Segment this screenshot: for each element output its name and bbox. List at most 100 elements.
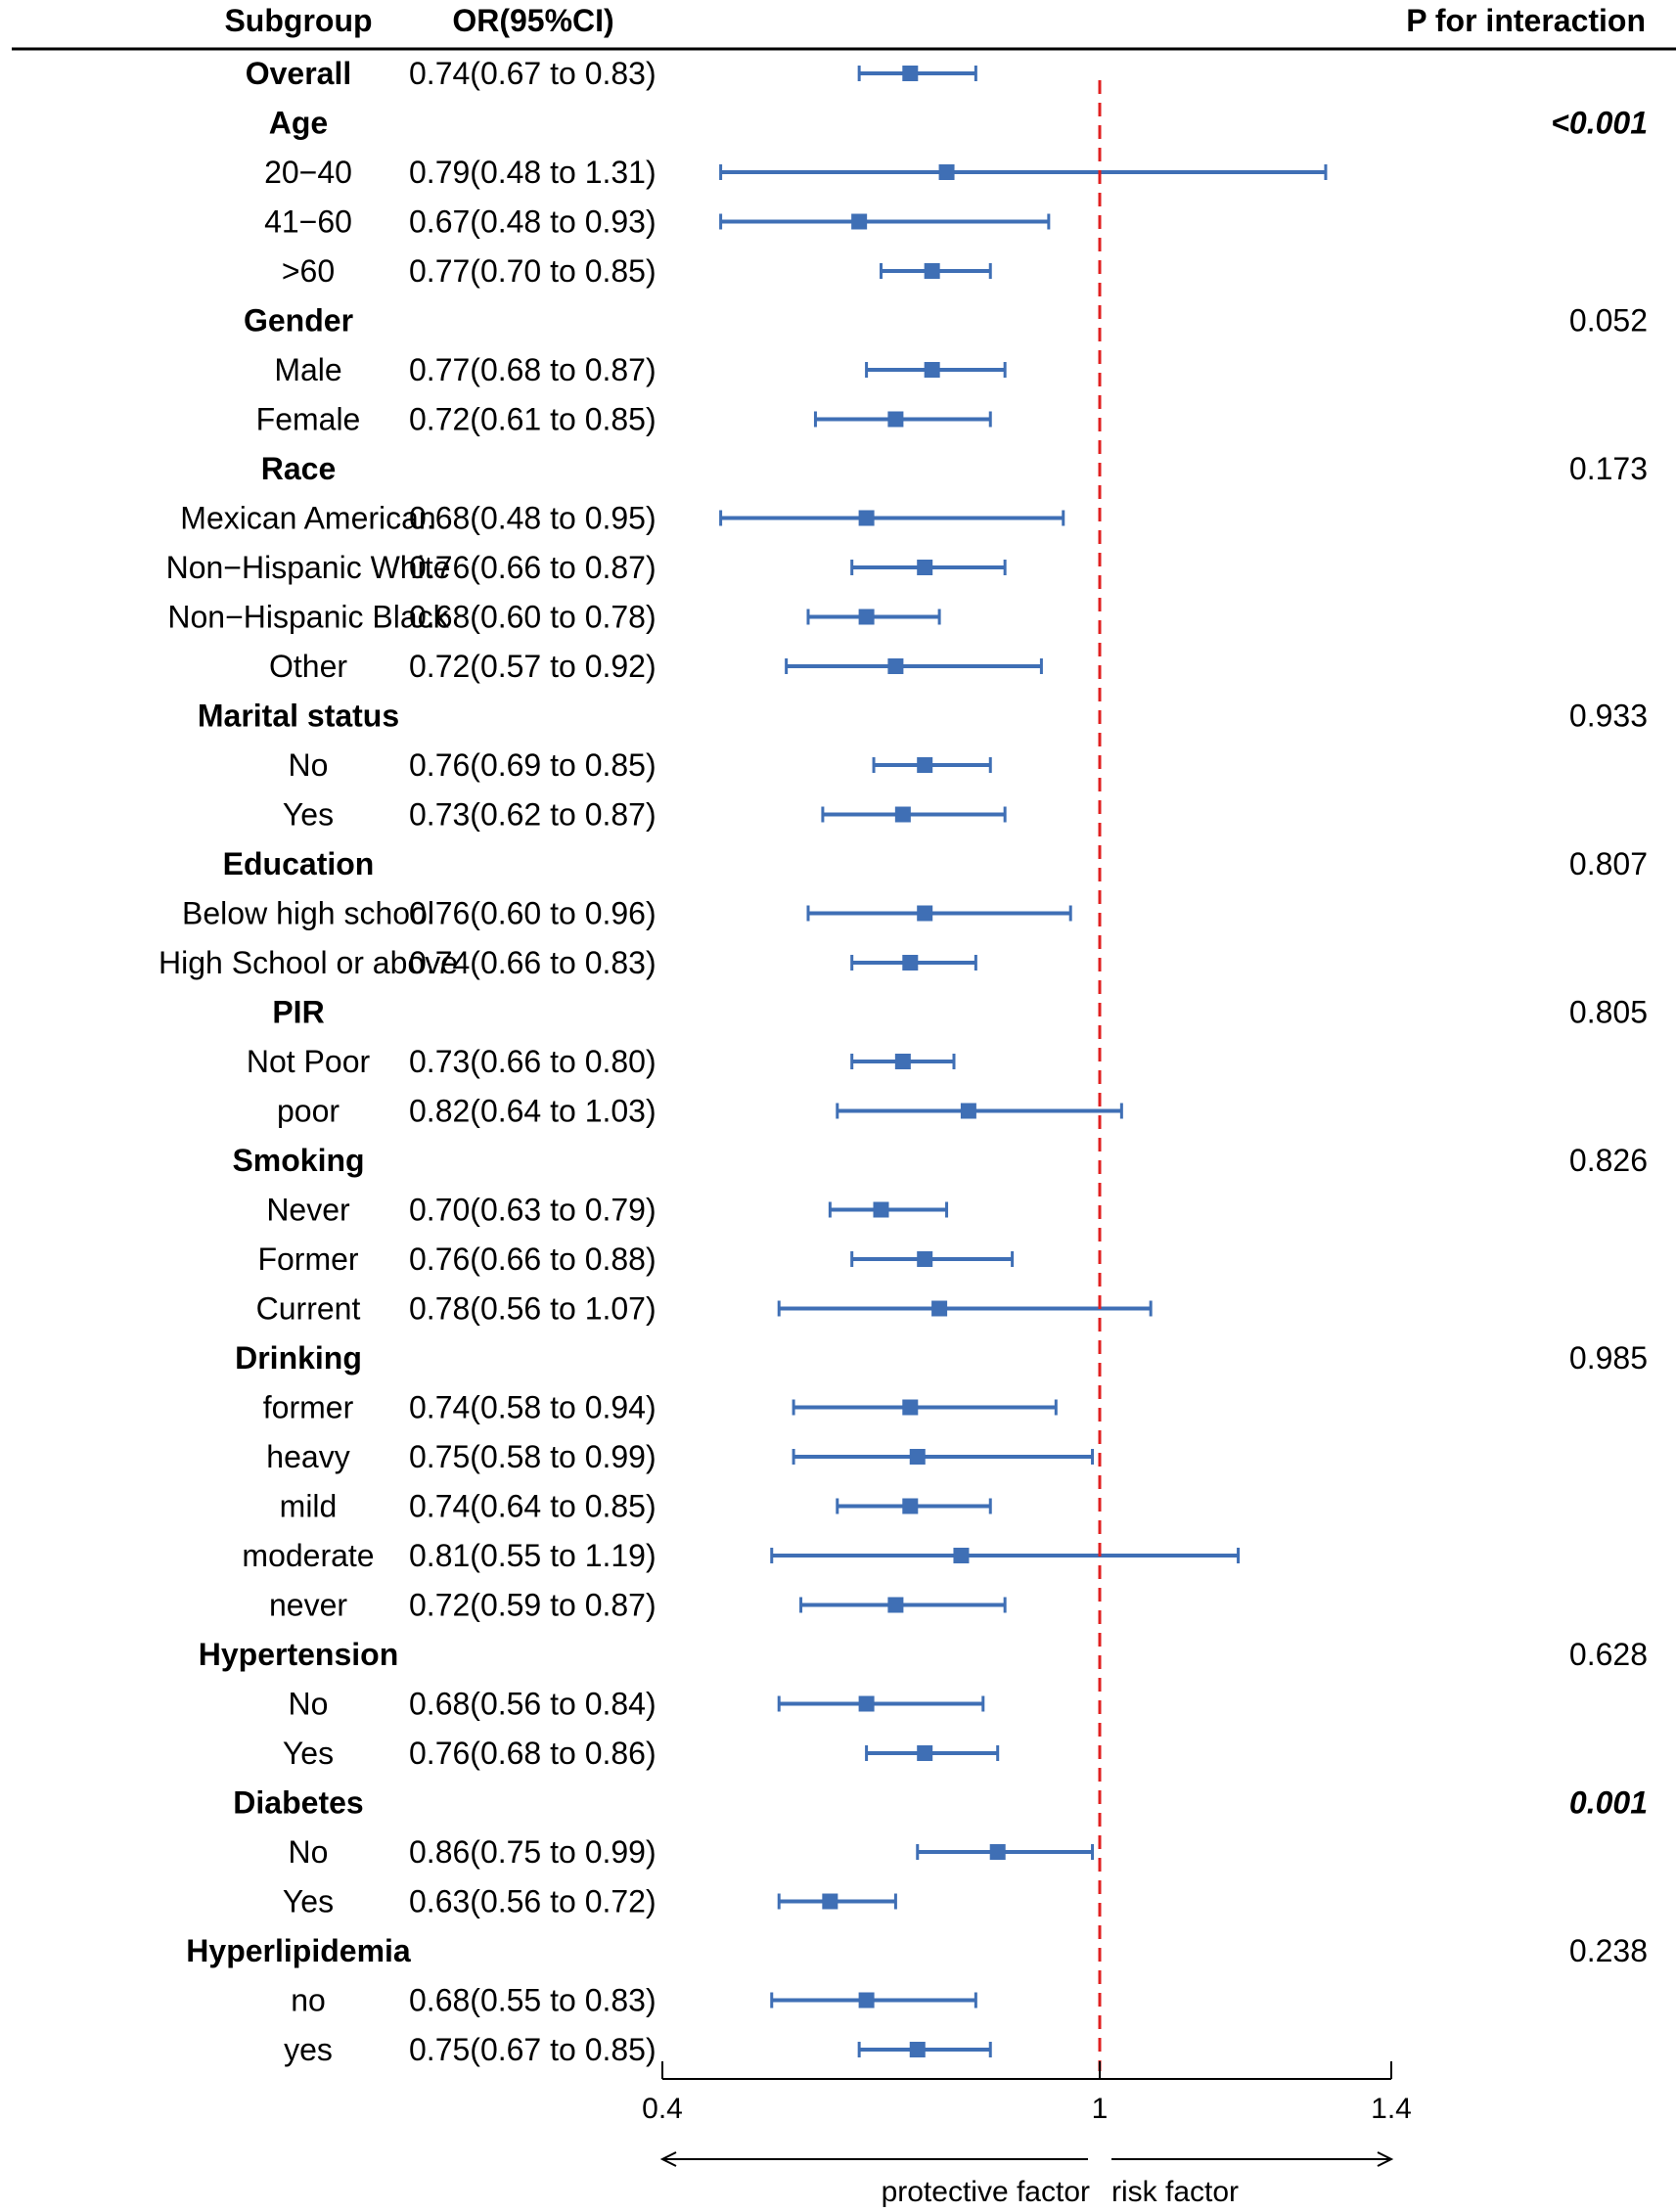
point-estimate — [917, 1251, 933, 1267]
group-row: Smoking 0.826 — [232, 1143, 1648, 1178]
point-estimate — [887, 1597, 904, 1613]
or-ci-text: 0.72(0.57 to 0.92) — [409, 649, 657, 684]
subgroup-row: No 0.76(0.69 to 0.85) — [289, 747, 992, 783]
subgroup-row: no 0.68(0.55 to 0.83) — [291, 1983, 977, 2018]
direction-indicator: protective factor risk factor — [659, 2151, 1394, 2208]
subgroup-label: moderate — [242, 1538, 374, 1573]
group-label: Gender — [244, 303, 353, 339]
x-tick-label: 1.4 — [1371, 2093, 1412, 2125]
header-subgroup: Subgroup — [224, 3, 372, 38]
subgroup-label: 20−40 — [264, 155, 352, 190]
group-row: Diabetes 0.001 — [233, 1785, 1648, 1821]
subgroup-label: Yes — [283, 797, 334, 833]
subgroup-label: Current — [256, 1291, 361, 1327]
point-estimate — [873, 1201, 889, 1218]
subgroup-label: heavy — [266, 1439, 349, 1474]
p-interaction-value: 0.985 — [1569, 1340, 1648, 1376]
or-ci-text: 0.68(0.55 to 0.83) — [409, 1983, 657, 2018]
or-ci-text: 0.75(0.67 to 0.85) — [409, 2032, 657, 2067]
point-estimate — [902, 955, 919, 971]
point-estimate — [858, 1695, 875, 1712]
subgroup-row: Yes 0.76(0.68 to 0.86) — [283, 1736, 1000, 1771]
or-ci-text: 0.68(0.56 to 0.84) — [409, 1687, 657, 1722]
point-estimate — [894, 1054, 911, 1069]
subgroup-row: yes 0.75(0.67 to 0.85) — [284, 2032, 992, 2067]
or-ci-text: 0.68(0.48 to 0.95) — [409, 501, 657, 536]
p-interaction-value: 0.238 — [1569, 1933, 1648, 1968]
subgroup-row: Current 0.78(0.56 to 1.07) — [256, 1291, 1153, 1327]
p-interaction-value: 0.628 — [1569, 1637, 1648, 1672]
subgroup-row: heavy 0.75(0.58 to 0.99) — [266, 1439, 1095, 1474]
or-ci-text: 0.72(0.61 to 0.85) — [409, 402, 657, 437]
subgroup-label: mild — [280, 1489, 338, 1524]
header-or-ci: OR(95%CI) — [452, 3, 613, 38]
group-row: Race 0.173 — [261, 451, 1648, 486]
subgroup-label: Female — [256, 402, 361, 437]
or-ci-text: 0.74(0.66 to 0.83) — [409, 945, 657, 980]
group-label: Smoking — [232, 1143, 364, 1178]
or-ci-text: 0.76(0.60 to 0.96) — [409, 896, 657, 931]
or-ci-text: 0.81(0.55 to 1.19) — [409, 1538, 657, 1573]
or-ci-text: 0.86(0.75 to 0.99) — [409, 1834, 657, 1870]
header-p-interaction: P for interaction — [1406, 3, 1646, 38]
point-estimate — [858, 510, 875, 526]
arrow-right-head — [1377, 2151, 1394, 2167]
subgroup-label: Other — [269, 649, 347, 684]
point-estimate — [917, 1745, 933, 1761]
or-ci-text: 0.74(0.67 to 0.83) — [409, 56, 657, 91]
group-row: Age <0.001 — [269, 106, 1648, 141]
x-tick-label: 0.4 — [642, 2093, 683, 2125]
group-label: PIR — [272, 995, 324, 1030]
group-label: Age — [269, 106, 328, 141]
point-estimate — [960, 1103, 976, 1119]
or-ci-text: 0.76(0.66 to 0.87) — [409, 550, 657, 585]
subgroup-label: Non−Hispanic White — [166, 550, 451, 585]
group-label: Hypertension — [199, 1637, 398, 1672]
subgroup-label: Non−Hispanic Black — [167, 600, 449, 635]
group-label: Hyperlipidemia — [186, 1933, 411, 1968]
or-ci-text: 0.82(0.64 to 1.03) — [409, 1094, 657, 1129]
point-estimate — [822, 1893, 838, 1910]
point-estimate — [902, 66, 919, 81]
group-row: Hyperlipidemia 0.238 — [186, 1933, 1648, 1968]
subgroup-label: Below high school — [182, 896, 434, 931]
point-estimate — [924, 263, 940, 279]
subgroup-row: Former 0.76(0.66 to 0.88) — [257, 1241, 1015, 1277]
p-interaction-value: 0.807 — [1569, 846, 1648, 881]
subgroup-row: Yes 0.63(0.56 to 0.72) — [283, 1884, 897, 1919]
or-ci-text: 0.67(0.48 to 0.93) — [409, 204, 657, 240]
subgroup-label: No — [289, 1834, 329, 1870]
or-ci-text: 0.76(0.68 to 0.86) — [409, 1736, 657, 1771]
subgroup-label: Never — [266, 1193, 350, 1228]
p-interaction-value: 0.001 — [1569, 1785, 1648, 1821]
p-interaction-value: 0.173 — [1569, 451, 1648, 486]
group-label: Overall — [246, 56, 352, 91]
point-estimate — [851, 213, 868, 230]
point-estimate — [887, 411, 904, 428]
point-estimate — [887, 658, 904, 674]
or-ci-text: 0.76(0.69 to 0.85) — [409, 747, 657, 783]
or-ci-text: 0.79(0.48 to 1.31) — [409, 155, 657, 190]
group-label: Marital status — [198, 699, 399, 734]
label-protective-factor: protective factor — [882, 2176, 1090, 2208]
subgroup-label: Yes — [283, 1884, 334, 1919]
p-interaction-value: 0.933 — [1569, 699, 1648, 734]
group-label: Race — [261, 451, 337, 486]
subgroup-row: No 0.86(0.75 to 0.99) — [289, 1834, 1095, 1870]
point-estimate — [902, 1399, 919, 1416]
group-label: Education — [223, 846, 375, 881]
subgroup-row: Female 0.72(0.61 to 0.85) — [256, 402, 992, 437]
group-row: PIR 0.805 — [272, 995, 1648, 1030]
subgroup-label: High School or above — [159, 945, 458, 980]
subgroup-row: No 0.68(0.56 to 0.84) — [289, 1687, 985, 1722]
subgroup-label: poor — [277, 1094, 340, 1129]
rows-layer: Overall 0.74(0.67 to 0.83) Age <0.001 20−40 0… — [159, 56, 1648, 2067]
or-ci-text: 0.75(0.58 to 0.99) — [409, 1439, 657, 1474]
or-ci-text: 0.77(0.70 to 0.85) — [409, 253, 657, 289]
or-ci-text: 0.74(0.58 to 0.94) — [409, 1390, 657, 1425]
